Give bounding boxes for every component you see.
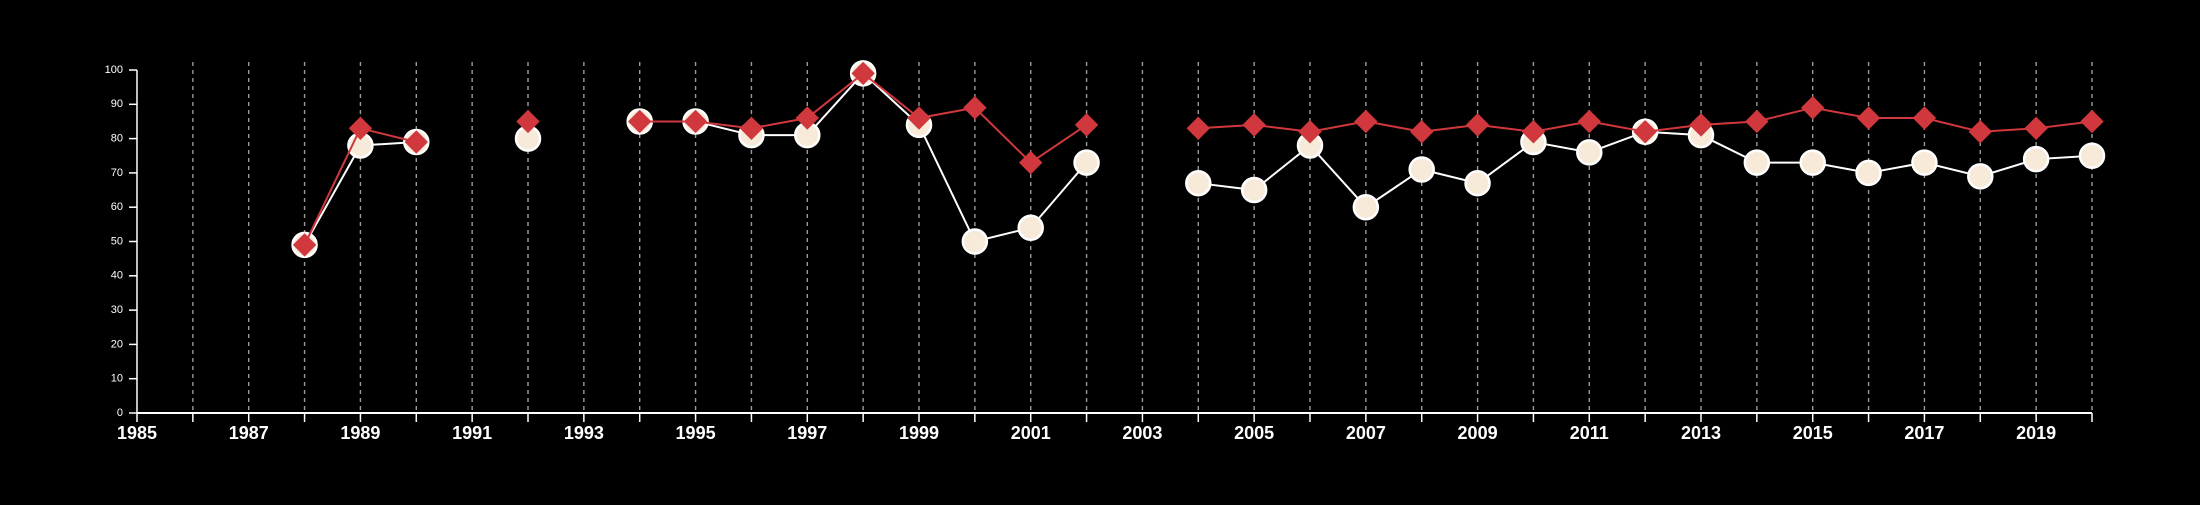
x-tick-label: 1993 [564, 423, 604, 443]
y-tick-label: 40 [111, 270, 123, 282]
grid-layer [192, 62, 2093, 413]
y-tick-label: 70 [111, 167, 123, 179]
data-point-diamond [683, 109, 708, 134]
data-point-diamond [1298, 120, 1322, 144]
x-tick-label: 2015 [1793, 423, 1833, 443]
y-tick-label: 80 [111, 133, 123, 145]
data-point-diamond [851, 61, 875, 86]
data-point-diamond [628, 109, 652, 134]
data-point-circle [1855, 159, 1882, 187]
x-tick-label: 1997 [787, 423, 827, 443]
data-point-circle [2078, 142, 2106, 169]
data-point-circle [1240, 176, 1268, 204]
data-point-circle [1967, 163, 1994, 190]
x-tick-label: 1989 [340, 423, 380, 443]
data-point-diamond [1856, 106, 1881, 130]
data-point-circle [1799, 149, 1826, 176]
data-point-diamond [907, 106, 931, 130]
data-point-circle [1185, 169, 1212, 197]
data-point-circle [1743, 149, 1771, 176]
data-point-diamond [1577, 109, 1601, 134]
data-point-circle [1073, 149, 1100, 176]
y-tick-label: 0 [117, 407, 123, 419]
data-point-circle [2022, 145, 2050, 173]
y-tick-label: 10 [111, 373, 123, 385]
data-point-circle [1576, 139, 1603, 166]
data-point-circle [1408, 156, 1435, 183]
data-point-diamond [1633, 120, 1657, 144]
series-diamond-group [292, 61, 2104, 257]
x-tick-label: 1999 [899, 423, 939, 443]
x-tick-label: 2013 [1681, 423, 1721, 443]
data-point-diamond [348, 116, 373, 141]
x-tick-label: 2007 [1346, 423, 1386, 443]
series-markers [292, 61, 2104, 257]
data-point-circle [1017, 214, 1044, 242]
x-tick-label: 2005 [1234, 423, 1274, 443]
data-point-diamond [1186, 116, 1210, 141]
data-point-diamond [516, 109, 540, 134]
data-point-diamond [1912, 106, 1937, 130]
y-tick-label: 20 [111, 338, 123, 350]
data-point-diamond [1465, 113, 1490, 137]
x-tick-label: 2011 [1570, 423, 1609, 443]
data-point-circle [1464, 169, 1491, 197]
x-tick-label: 2017 [1904, 423, 1944, 443]
x-tick-label: 2003 [1122, 423, 1162, 443]
data-point-circle [1911, 149, 1938, 176]
data-point-diamond [739, 116, 764, 141]
y-tick-label: 50 [111, 235, 123, 247]
x-tick-label: 2001 [1011, 423, 1051, 443]
data-point-diamond [1968, 120, 1992, 144]
y-tick-label: 100 [105, 64, 123, 76]
y-tick-label: 30 [111, 304, 123, 316]
data-point-diamond [1745, 109, 1769, 134]
data-point-diamond [1074, 113, 1099, 137]
x-tick-label: 1995 [676, 423, 716, 443]
axes-layer: 0 10 20 30 40 50 60 70 80 90 100 1985 1987 1989 1991 19… [105, 64, 2093, 443]
series-layer [291, 60, 2106, 259]
x-tick-label: 1991 [452, 423, 492, 443]
data-point-diamond [292, 233, 317, 257]
data-point-diamond [1689, 113, 1713, 137]
x-tick-label: 2019 [2016, 423, 2056, 443]
x-tick-label: 2009 [1458, 423, 1498, 443]
data-point-diamond [1242, 113, 1266, 137]
data-point-diamond [1521, 120, 1546, 144]
data-point-diamond [2024, 116, 2048, 141]
x-tick-label: 1987 [229, 423, 269, 443]
y-tick-label: 90 [111, 98, 123, 110]
y-tick-label: 60 [111, 201, 123, 213]
data-point-diamond [1410, 120, 1434, 144]
data-point-diamond [795, 106, 819, 130]
data-point-diamond [404, 130, 428, 154]
data-point-circle [1352, 193, 1380, 221]
data-point-diamond [1801, 96, 1825, 120]
data-point-diamond [2080, 109, 2104, 134]
data-point-circle [961, 228, 989, 255]
x-tick-label: 1985 [117, 423, 157, 443]
data-point-diamond [963, 96, 987, 120]
data-point-diamond [1019, 150, 1043, 175]
data-point-diamond [1354, 109, 1378, 134]
